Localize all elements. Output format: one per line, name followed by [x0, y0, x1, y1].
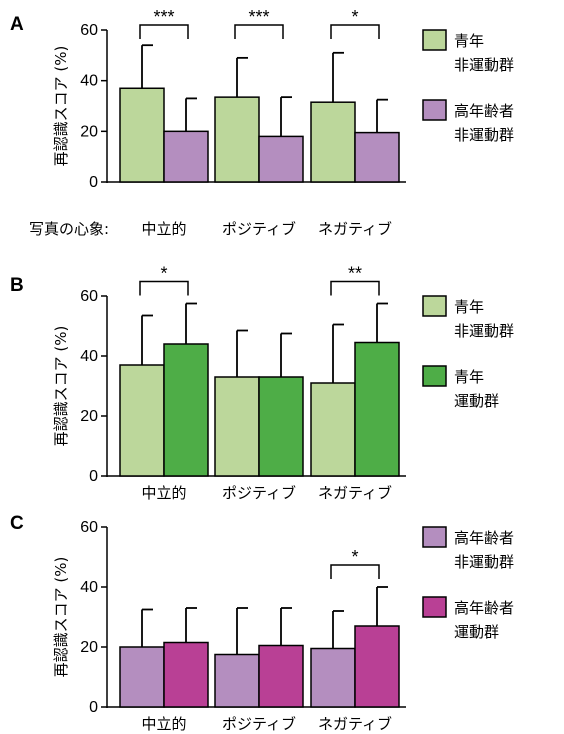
category-label: 中立的 [141, 484, 186, 502]
significance-marker: * [351, 7, 358, 27]
bar [163, 343, 209, 477]
bar [354, 341, 400, 477]
y-tick-label: 0 [89, 699, 98, 716]
y-tick-label: 40 [80, 73, 98, 90]
y-tick-label: 60 [80, 22, 98, 39]
y-tick-label: 60 [80, 288, 98, 305]
bar [354, 131, 400, 183]
bar [119, 87, 165, 183]
y-tick-label: 0 [89, 174, 98, 191]
legend-label: 青年 [454, 298, 484, 316]
significance-bracket [330, 24, 380, 39]
bar [119, 646, 165, 708]
panel-letter: B [10, 275, 24, 296]
y-tick-label: 40 [80, 579, 98, 596]
significance-marker: *** [153, 7, 174, 27]
y-tick-label: 0 [89, 468, 98, 485]
bar [310, 382, 356, 477]
legend-swatch [422, 295, 447, 317]
bar [258, 135, 304, 183]
y-tick-label: 20 [80, 123, 98, 140]
legend-label: 高年齢者 [454, 102, 514, 120]
legend-label: 非運動群 [454, 126, 514, 144]
bar [119, 364, 165, 477]
legend-label: 運動群 [454, 623, 499, 641]
y-tick-label: 40 [80, 348, 98, 365]
category-label: ポジティブ [222, 715, 296, 733]
bar [163, 130, 209, 183]
y-tick-label: 20 [80, 408, 98, 425]
category-prefix: 写真の心象: [29, 220, 109, 238]
category-label: ポジティブ [222, 220, 296, 238]
legend-label: 高年齢者 [454, 529, 514, 547]
category-label: ポジティブ [222, 484, 296, 502]
legend-label: 青年 [454, 368, 484, 386]
y-axis-label: 再認識スコア (%) [52, 46, 70, 167]
legend-swatch [422, 365, 447, 387]
significance-marker: *** [248, 7, 269, 27]
legend-swatch [422, 596, 447, 618]
significance-marker: * [351, 547, 358, 567]
bar [163, 641, 209, 708]
bar [258, 376, 304, 477]
legend-label: 非運動群 [454, 322, 514, 340]
category-label: 中立的 [141, 220, 186, 238]
y-axis-label: 再認識スコア (%) [52, 326, 70, 447]
significance-bracket [234, 24, 284, 39]
legend-label: 非運動群 [454, 553, 514, 571]
legend-label: 高年齢者 [454, 599, 514, 617]
legend-swatch [422, 526, 447, 548]
significance-bracket [139, 24, 189, 39]
significance-bracket [330, 280, 380, 296]
y-tick-label: 60 [80, 519, 98, 536]
category-label: 中立的 [141, 715, 186, 733]
bar [310, 101, 356, 183]
significance-marker: * [160, 264, 167, 284]
legend-label: 運動群 [454, 392, 499, 410]
bar [214, 653, 260, 708]
category-label: ネガティブ [318, 715, 392, 733]
category-label: ネガティブ [318, 484, 392, 502]
legend-label: 非運動群 [454, 56, 514, 74]
bar [310, 647, 356, 708]
bar [354, 625, 400, 708]
panel-letter: A [10, 14, 24, 35]
y-axis-label: 再認識スコア (%) [52, 557, 70, 678]
legend-swatch [422, 29, 447, 51]
legend-label: 青年 [454, 32, 484, 50]
y-tick-label: 20 [80, 639, 98, 656]
legend-swatch [422, 99, 447, 121]
significance-bracket [139, 280, 189, 296]
bar [214, 96, 260, 183]
bar [258, 644, 304, 708]
significance-bracket [330, 564, 380, 579]
panel-letter: C [10, 513, 24, 534]
bar [214, 376, 260, 477]
significance-marker: ** [348, 264, 362, 284]
category-label: ネガティブ [318, 220, 392, 238]
